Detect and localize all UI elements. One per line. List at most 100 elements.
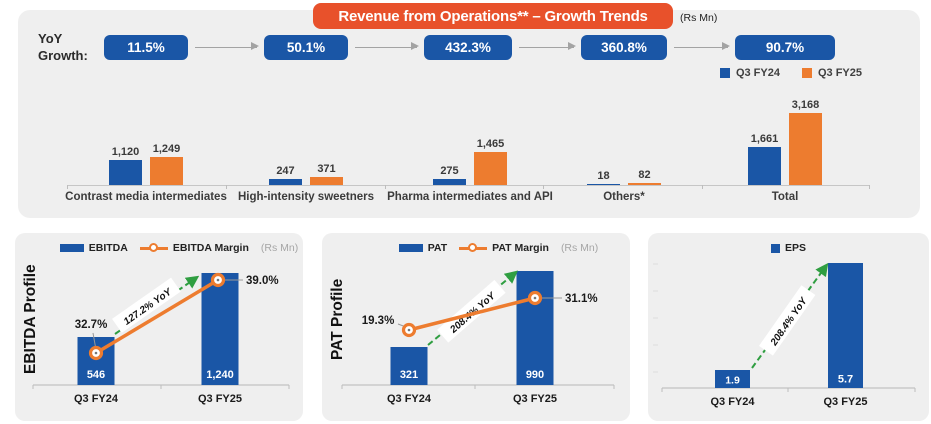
fy25-swatch-icon [801, 68, 812, 78]
bar-value: 3,168 [791, 99, 820, 111]
bar-group-total: 1,661 3,168 [748, 99, 822, 185]
bar-value: 1,120 [111, 145, 140, 158]
legend-item-eps: EPS [770, 242, 806, 254]
ebitda-bar-swatch-icon [59, 244, 84, 252]
eps-fy24-bar [715, 370, 750, 388]
yoy-pill-5: 90.7% [735, 35, 835, 60]
ebitda-margin-fy24: 32.7% [75, 319, 108, 331]
fy24-bar [269, 179, 302, 185]
bar-value: 1,249 [152, 142, 181, 155]
fy25-bar [310, 176, 343, 185]
x-label-fy25: Q3 FY25 [513, 393, 557, 405]
fy24-bar [109, 159, 142, 185]
pat-legend: PAT PAT Margin (Rs Mn) [322, 242, 630, 254]
bar-group-others: 18 82 [587, 169, 661, 185]
legend-fy25-label: Q3 FY25 [817, 67, 862, 79]
legend-item-ebitda: EBITDA [59, 242, 128, 254]
axis-tick [67, 185, 68, 189]
margin-line [95, 278, 219, 355]
category-label: Contrast media intermediates [65, 191, 227, 203]
bar-value: 371 [317, 162, 336, 175]
marker-dot-icon [216, 278, 220, 282]
axis-tick [226, 185, 227, 189]
flow-arrow-icon [674, 42, 730, 51]
legend-item-fy24: Q3 FY24 [719, 67, 780, 79]
bar-value: 1,661 [750, 133, 779, 146]
x-label-fy25: Q3 FY25 [823, 396, 867, 408]
bar-value: 18 [597, 170, 610, 182]
fy25-bar [150, 156, 183, 185]
growth-annotation: 208.4% YoY [437, 279, 506, 343]
yoy-label-line1: YoY [38, 31, 63, 46]
growth-annotation: 208.4% YoY [758, 285, 816, 356]
category-label: Others* [603, 191, 645, 203]
yoy-pill-4: 360.8% [581, 35, 667, 60]
x-label-fy24: Q3 FY24 [387, 393, 432, 405]
yoy-label-line2: Growth: [38, 47, 88, 63]
legend-pat-label: PAT [427, 242, 448, 254]
annotation-box [112, 277, 181, 333]
fy25-bar [474, 151, 507, 185]
pat-fy24-value: 321 [400, 369, 418, 381]
legend-ebitda-margin-label: EBITDA Margin [172, 242, 249, 254]
x-label-fy25: Q3 FY25 [198, 393, 242, 405]
legend-item-ebitda-margin: EBITDA Margin [139, 242, 249, 254]
flow-arrow-icon [355, 42, 419, 51]
bar-group-sweeteners: 247 371 [269, 163, 343, 185]
title-banner: Revenue from Operations** – Growth Trend… [313, 3, 673, 29]
bar-group-pharma: 275 1,465 [433, 138, 507, 185]
fy24-bar [587, 184, 620, 185]
x-label-fy24: Q3 FY24 [74, 393, 119, 405]
pat-fy25-value: 990 [526, 369, 544, 381]
ebitda-legend: EBITDA EBITDA Margin (Rs Mn) [15, 242, 303, 254]
bar-value: 1,465 [476, 137, 505, 150]
yoy-pill-2: 50.1% [264, 35, 348, 60]
ebitda-fy25-value: 1,240 [206, 369, 234, 381]
eps-swatch-icon [770, 243, 780, 253]
fy24-swatch-icon [719, 68, 730, 78]
growth-arrow-icon [751, 262, 829, 369]
fy24-bar [748, 147, 781, 185]
ebitda-profile-panel: EBITDA Profile EBITDA EBITDA Margin (Rs … [15, 233, 303, 421]
legend-ebitda-label: EBITDA [88, 242, 128, 254]
pat-margin-fy25: 31.1% [565, 293, 598, 305]
unit-note: (Rs Mn) [560, 242, 599, 254]
legend-eps-label: EPS [784, 242, 806, 254]
bar-value: 275 [440, 164, 459, 177]
axis-tick [869, 185, 870, 189]
fy25-bar [789, 113, 822, 185]
ebitda-margin-fy25: 39.0% [246, 275, 279, 287]
yoy-growth-label: YoY Growth: [38, 31, 88, 65]
revenue-growth-panel: Revenue from Operations** – Growth Trend… [18, 3, 920, 218]
eps-fy25-value: 5.7 [838, 374, 853, 386]
pat-bar-swatch-icon [398, 244, 423, 252]
eps-chart: 208.4% YoY 1.9 5.7 Q3 FY24 Q3 FY25 [653, 262, 916, 408]
revenue-legend: Q3 FY24 Q3 FY25 [719, 67, 862, 79]
flow-arrow-icon [519, 42, 576, 51]
pat-profile-panel: PAT Profile PAT PAT Margin (Rs Mn) 208.4… [322, 233, 630, 421]
ebitda-fy24-value: 546 [87, 369, 105, 381]
unit-note: (Rs Mn) [260, 242, 299, 254]
pat-chart: 208.4% YoY 19.3% 31.1% 321 990 Q3 FY24 Q… [341, 270, 615, 405]
pat-fy24-bar [390, 347, 428, 385]
bar-value: 247 [276, 165, 295, 178]
annotation-box [437, 279, 506, 343]
yoy-pill-1: 11.5% [104, 35, 188, 60]
marker-dot-icon [407, 328, 411, 332]
fy24-bar [433, 178, 466, 185]
axis-tick [543, 185, 544, 189]
legend-fy24-label: Q3 FY24 [735, 67, 780, 79]
category-label: Pharma intermediates and API [387, 191, 553, 203]
ebitda-margin-line-swatch-icon [139, 243, 168, 252]
legend-item-pat: PAT [398, 242, 448, 254]
category-label: Total [771, 191, 799, 203]
pat-margin-fy24: 19.3% [362, 315, 395, 327]
x-label-fy24: Q3 FY24 [710, 396, 755, 408]
marker-dot-icon [533, 296, 537, 300]
axis-tick [385, 185, 386, 189]
ebitda-fy25-bar [201, 273, 239, 385]
pat-margin-line-swatch-icon [459, 243, 488, 252]
eps-legend: EPS [648, 242, 929, 254]
axis-tick [702, 185, 703, 189]
marker-dot-icon [94, 351, 98, 355]
